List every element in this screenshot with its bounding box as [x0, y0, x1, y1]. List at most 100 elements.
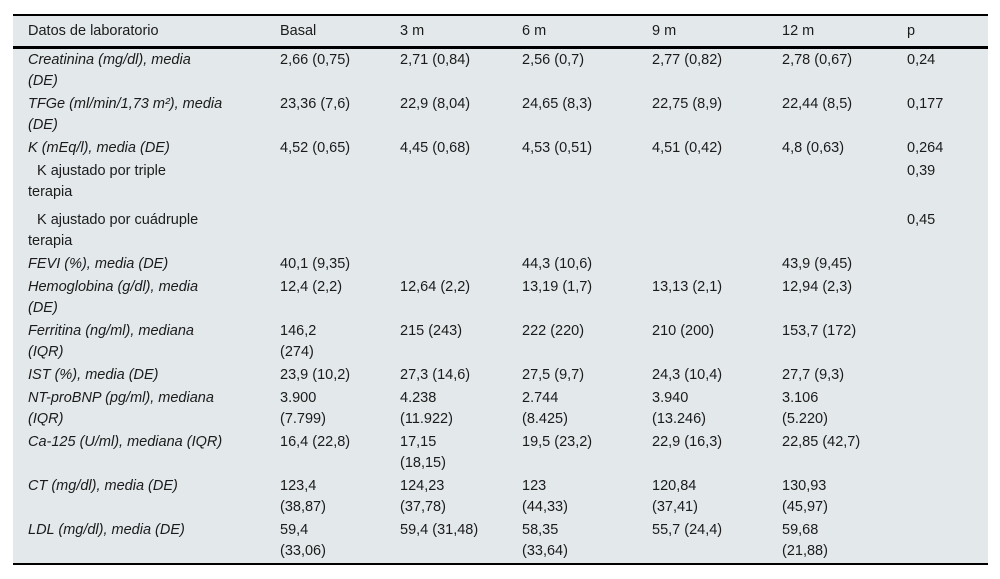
cell-value: 59,4 (31,48) — [400, 522, 479, 538]
cell-value: 22,85 (42,7) — [782, 434, 861, 450]
p-value: 0,177 — [907, 96, 944, 112]
cell-value: 13,19 (1,7) — [522, 279, 593, 295]
cell-value: 4,53 (0,51) — [522, 140, 593, 156]
cell-value — [280, 204, 400, 253]
cell-value: 55,7 (24,4) — [652, 522, 723, 538]
table-row: K (mEq/l), media (DE) 4,52 (0,65) 4,45 (0,… — [13, 137, 988, 160]
table-body: Creatinina (mg/dl), media (DE) 2,66 (0,75… — [13, 48, 988, 565]
cell-value: 24,3 (10,4) — [652, 367, 723, 383]
cell-value — [400, 253, 522, 276]
row-label: NT-proBNP (pg/ml), mediana (IQR) — [28, 390, 214, 427]
p-value — [907, 387, 988, 431]
table-row: Creatinina (mg/dl), media (DE) 2,66 (0,75… — [13, 48, 988, 94]
column-header-datos: Datos de laboratorio — [13, 15, 280, 49]
cell-value: 123 (44,33) — [522, 478, 568, 515]
cell-value: 12,64 (2,2) — [400, 279, 471, 295]
cell-value: 2,56 (0,7) — [522, 52, 585, 68]
row-label: K ajustado por cuádruple terapia — [28, 212, 199, 249]
table-header: Datos de laboratorio Basal 3 m 6 m 9 m 1… — [13, 15, 988, 49]
cell-value: 2,66 (0,75) — [280, 52, 351, 68]
cell-value — [522, 160, 652, 204]
p-value: 0,24 — [907, 52, 936, 68]
p-value — [907, 519, 988, 564]
p-value — [907, 253, 988, 276]
row-label: Ferritina (ng/ml), mediana (IQR) — [28, 323, 194, 360]
cell-value: 44,3 (10,6) — [522, 256, 593, 272]
cell-value: 4,8 (0,63) — [782, 140, 845, 156]
cell-value — [652, 253, 782, 276]
cell-value: 222 (220) — [522, 323, 585, 339]
cell-value — [280, 160, 400, 204]
table-row: K ajustado por cuádruple terapia 0,45 — [13, 204, 988, 253]
cell-value: 22,9 (8,04) — [400, 96, 471, 112]
cell-value: 27,5 (9,7) — [522, 367, 585, 383]
row-label: TFGe (ml/min/1,73 m²), media (DE) — [28, 96, 223, 133]
p-value: 0,264 — [907, 140, 944, 156]
cell-value: 3.940 (13.246) — [652, 390, 707, 427]
row-label: FEVI (%), media (DE) — [28, 256, 169, 272]
cell-value — [652, 160, 782, 204]
column-header-basal: Basal — [280, 15, 400, 49]
table-row: Hemoglobina (g/dl), media (DE) 12,4 (2,2)… — [13, 276, 988, 320]
table-row: TFGe (ml/min/1,73 m²), media (DE) 23,36 (… — [13, 93, 988, 137]
cell-value: 17,15 (18,15) — [400, 434, 446, 471]
cell-value: 59,4 (33,06) — [280, 522, 326, 559]
cell-value: 146,2 (274) — [280, 323, 317, 360]
cell-value: 19,5 (23,2) — [522, 434, 593, 450]
p-value — [907, 431, 988, 475]
cell-value: 123,4 (38,87) — [280, 478, 326, 515]
cell-value: 120,84 (37,41) — [652, 478, 698, 515]
table-row: Ca-125 (U/ml), mediana (IQR) 16,4 (22,8) 1… — [13, 431, 988, 475]
p-value — [907, 475, 988, 519]
header-row: Datos de laboratorio Basal 3 m 6 m 9 m 1… — [13, 15, 988, 49]
cell-value: 22,9 (16,3) — [652, 434, 723, 450]
table-row: FEVI (%), media (DE) 40,1 (9,35) 44,3 (10,… — [13, 253, 988, 276]
row-label: Ca-125 (U/ml), mediana (IQR) — [28, 434, 223, 450]
p-value — [907, 364, 988, 387]
cell-value: 59,68 (21,88) — [782, 522, 828, 559]
cell-value — [522, 204, 652, 253]
table-row: Ferritina (ng/ml), mediana (IQR) 146,2 (2… — [13, 320, 988, 364]
p-value: 0,39 — [907, 163, 936, 179]
cell-value: 27,3 (14,6) — [400, 367, 471, 383]
cell-value: 58,35 (33,64) — [522, 522, 568, 559]
table-row: IST (%), media (DE) 23,9 (10,2) 27,3 (14,6… — [13, 364, 988, 387]
laboratory-data-table: Datos de laboratorio Basal 3 m 6 m 9 m 1… — [13, 14, 988, 565]
table-row: NT-proBNP (pg/ml), mediana (IQR) 3.900 (7… — [13, 387, 988, 431]
table-row: LDL (mg/dl), media (DE) 59,4 (33,06) 59,4 … — [13, 519, 988, 564]
cell-value: 124,23 (37,78) — [400, 478, 446, 515]
row-label: K ajustado por triple terapia — [28, 163, 166, 200]
cell-value: 2,77 (0,82) — [652, 52, 723, 68]
cell-value: 27,7 (9,3) — [782, 367, 845, 383]
cell-value: 215 (243) — [400, 323, 463, 339]
cell-value: 24,65 (8,3) — [522, 96, 593, 112]
cell-value — [400, 204, 522, 253]
cell-value: 40,1 (9,35) — [280, 256, 351, 272]
row-label: LDL (mg/dl), media (DE) — [28, 522, 185, 538]
column-header-9m: 9 m — [652, 15, 782, 49]
cell-value: 23,36 (7,6) — [280, 96, 351, 112]
cell-value: 153,7 (172) — [782, 323, 857, 339]
column-header-3m: 3 m — [400, 15, 522, 49]
cell-value: 12,4 (2,2) — [280, 279, 343, 295]
cell-value: 4,45 (0,68) — [400, 140, 471, 156]
p-value — [907, 320, 988, 364]
cell-value: 2.744 (8.425) — [522, 390, 568, 427]
cell-value — [782, 204, 907, 253]
cell-value: 22,75 (8,9) — [652, 96, 723, 112]
row-label: IST (%), media (DE) — [28, 367, 159, 383]
cell-value: 12,94 (2,3) — [782, 279, 853, 295]
row-label: Hemoglobina (g/dl), media (DE) — [28, 279, 199, 316]
cell-value: 4.238 (11.922) — [400, 390, 453, 427]
cell-value: 3.900 (7.799) — [280, 390, 326, 427]
cell-value: 13,13 (2,1) — [652, 279, 723, 295]
cell-value: 43,9 (9,45) — [782, 256, 853, 272]
column-header-12m: 12 m — [782, 15, 907, 49]
cell-value: 2,71 (0,84) — [400, 52, 471, 68]
column-header-6m: 6 m — [522, 15, 652, 49]
cell-value: 3.106 (5.220) — [782, 390, 828, 427]
cell-value — [400, 160, 522, 204]
row-label: K (mEq/l), media (DE) — [28, 140, 170, 156]
cell-value — [652, 204, 782, 253]
